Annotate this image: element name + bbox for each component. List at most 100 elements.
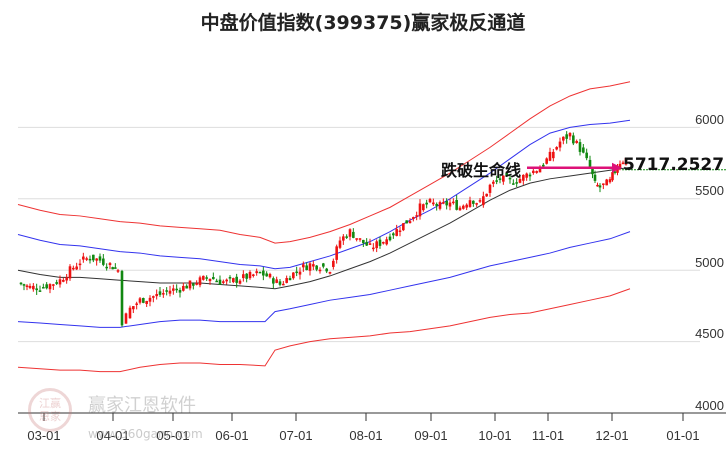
candle-body xyxy=(45,284,48,289)
candle-body xyxy=(562,136,565,141)
candle-body xyxy=(114,267,117,269)
candle-body xyxy=(124,313,128,324)
candle-body xyxy=(545,158,548,164)
candle-body xyxy=(148,297,152,302)
band-lower_outer xyxy=(17,288,631,373)
candle-body xyxy=(555,147,558,150)
candle-body xyxy=(65,277,68,281)
candle-body xyxy=(165,290,168,292)
candle-body xyxy=(132,306,135,310)
candle-body xyxy=(315,265,318,270)
x-tick-08-01: 08-01 xyxy=(349,428,383,443)
candle-body xyxy=(272,278,275,284)
candle-body xyxy=(492,181,495,184)
candle-body xyxy=(318,269,322,272)
x-tick-05-01: 05-01 xyxy=(156,428,190,443)
candle-body xyxy=(295,271,298,274)
candle-body xyxy=(605,179,608,186)
candle-body xyxy=(78,263,82,266)
candle-body xyxy=(395,229,398,236)
candle-body xyxy=(608,179,612,183)
candle-body xyxy=(355,238,358,240)
candle-body xyxy=(111,267,114,270)
candle-body xyxy=(308,263,312,271)
candle-body xyxy=(452,201,455,204)
candle-body xyxy=(558,141,562,148)
candle-body xyxy=(448,202,452,207)
candle-body xyxy=(322,263,325,267)
x-tick-04-01: 04-01 xyxy=(96,428,130,443)
candle-body xyxy=(508,177,512,180)
candle-body xyxy=(138,298,142,303)
candle-body xyxy=(155,294,158,297)
candle-body xyxy=(365,241,368,246)
candle-body xyxy=(368,243,372,245)
candle-body xyxy=(438,202,442,209)
candle-body xyxy=(215,280,218,283)
candle-body xyxy=(58,279,62,285)
candle-body xyxy=(352,231,355,238)
candle-body xyxy=(265,273,268,277)
candle-body xyxy=(552,151,555,159)
candle-body xyxy=(588,159,592,167)
candle-body xyxy=(618,163,622,168)
candle-body xyxy=(611,172,614,181)
candle-body xyxy=(25,285,29,287)
candle-body xyxy=(185,285,188,289)
candle-body xyxy=(568,133,572,137)
candle-body xyxy=(585,152,588,159)
candle-body xyxy=(85,258,88,260)
candle-body xyxy=(198,277,202,286)
candle-body xyxy=(575,140,578,143)
candle-body xyxy=(225,279,228,282)
candle-body xyxy=(613,171,617,173)
chart-title: 中盘价值指数(399375)赢家极反通道 xyxy=(200,12,526,34)
candle-body xyxy=(262,270,265,276)
candle-body xyxy=(62,279,65,282)
candle-body xyxy=(278,281,282,285)
candle-body xyxy=(292,272,295,279)
candle-body xyxy=(222,281,225,283)
candle-body xyxy=(358,238,362,240)
candle-body xyxy=(565,134,568,139)
candle-body xyxy=(472,200,475,204)
reference-value-label: 5717.2527 xyxy=(623,155,725,175)
candle-body xyxy=(32,285,35,290)
candle-body xyxy=(475,203,478,205)
candle-body xyxy=(35,288,38,291)
candle-body xyxy=(624,157,628,165)
candle-body xyxy=(242,274,245,279)
candle-body xyxy=(402,223,405,231)
candle-body xyxy=(578,142,582,152)
candle-body xyxy=(288,278,292,281)
candle-body xyxy=(252,274,255,276)
candle-body xyxy=(382,242,385,244)
candle-body xyxy=(348,229,352,237)
candle-body xyxy=(432,202,435,205)
band-mid_line xyxy=(17,166,631,290)
candle-body xyxy=(488,184,492,193)
candle-body xyxy=(378,239,382,246)
candle-body xyxy=(82,256,85,260)
candle-body xyxy=(498,178,502,180)
x-tick-12-01: 12-01 xyxy=(595,428,629,443)
candle-body xyxy=(172,288,175,291)
candle-body xyxy=(258,271,262,274)
candle-body xyxy=(208,278,212,282)
candle-body xyxy=(525,173,528,178)
candle-body xyxy=(535,171,538,173)
candle-body xyxy=(593,174,597,181)
candle-body xyxy=(145,300,148,304)
candle-body xyxy=(325,268,328,272)
candle-body xyxy=(328,272,332,274)
candle-body xyxy=(418,203,422,217)
candle-body xyxy=(235,276,238,283)
candle-body xyxy=(538,168,542,173)
y-tick-5500: 5500 xyxy=(695,183,724,198)
band-upper_outer xyxy=(17,81,631,244)
candle-body xyxy=(408,221,412,224)
candle-body xyxy=(285,278,288,283)
candle-body xyxy=(202,275,205,280)
candle-body xyxy=(120,271,124,326)
candle-body xyxy=(458,207,462,211)
